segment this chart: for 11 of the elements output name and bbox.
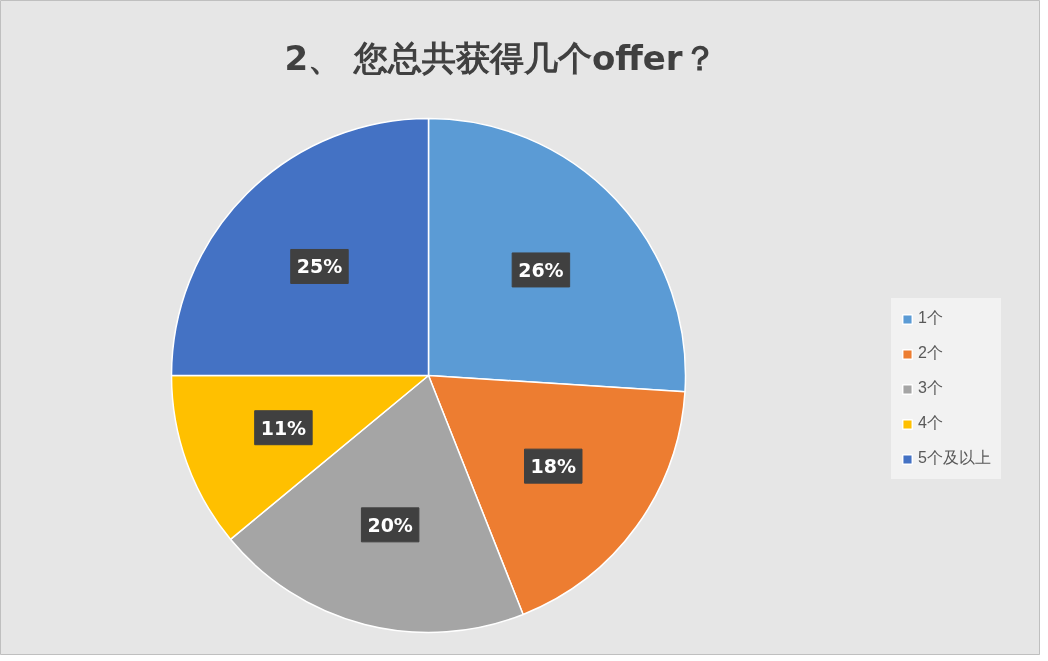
legend-label: 3个 [918,378,943,398]
data-label: 20% [367,513,413,536]
legend-label: 1个 [918,308,943,328]
chart-title: 2、 您总共获得几个offer？ [284,37,717,78]
legend-label: 5个及以上 [918,448,991,468]
data-label: 25% [296,255,343,278]
legend-label: 2个 [918,343,943,363]
data-label: 18% [530,455,576,478]
data-label: 26% [518,258,564,281]
data-label: 11% [260,416,307,439]
legend-label: 4个 [918,413,943,433]
